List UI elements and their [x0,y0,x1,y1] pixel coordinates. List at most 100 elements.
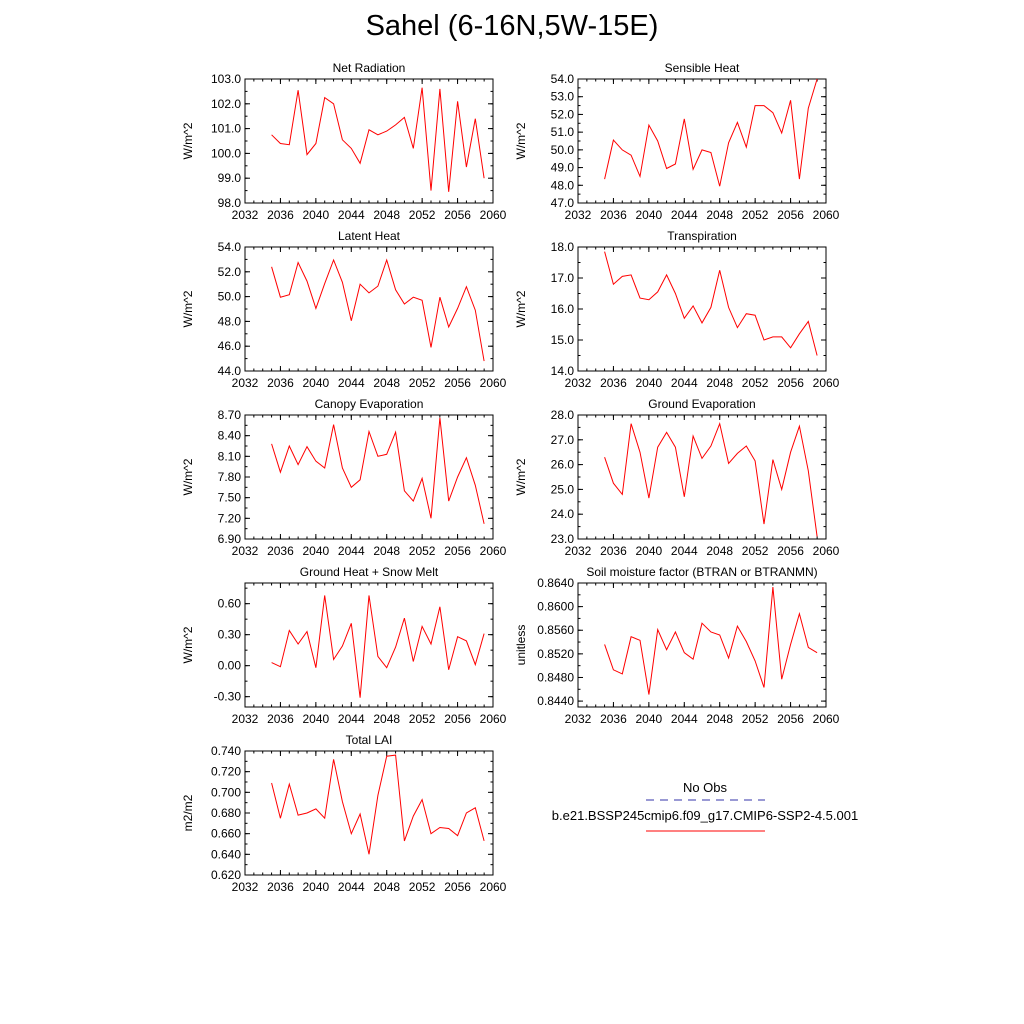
panel-soil-moisture-factor-btran-or-btranmn: Soil moisture factor (BTRAN or BTRANMN) u… [514,565,840,726]
x-tick-label: 2044 [338,208,365,222]
y-tick-label: 0.8640 [537,576,574,590]
x-tick-label: 2036 [600,376,627,390]
x-tick-label: 2036 [600,544,627,558]
x-tick-label: 2040 [303,376,330,390]
y-tick-label: 49.0 [551,161,575,175]
x-tick-label: 2036 [600,712,627,726]
x-tick-label: 2052 [409,880,436,894]
y-tick-label: 7.50 [218,491,242,505]
y-axis-label: W/m^2 [514,458,528,495]
series-line-sensible-heat [604,78,818,187]
y-tick-label: 0.700 [211,785,241,799]
y-tick-label: 17.0 [551,271,575,285]
y-tick-label: 52.0 [551,107,575,121]
x-tick-label: 2056 [777,208,804,222]
x-tick-label: 2040 [636,376,663,390]
x-tick-label: 2048 [373,880,400,894]
x-tick-label: 2032 [232,544,259,558]
x-tick-label: 2040 [303,712,330,726]
x-tick-label: 2044 [671,544,698,558]
plot-frame [577,246,827,372]
y-tick-label: 48.0 [218,314,242,328]
y-tick-label: 18.0 [551,240,575,254]
x-tick-label: 2044 [671,208,698,222]
x-tick-label: 2032 [232,208,259,222]
x-tick-label: 2040 [636,712,663,726]
y-tick-label: 0.8560 [537,623,574,637]
x-tick-label: 2060 [480,880,507,894]
y-tick-label: 48.0 [551,178,575,192]
x-tick-label: 2048 [373,712,400,726]
panel-title: Canopy Evaporation [315,397,424,411]
x-tick-label: 2036 [600,208,627,222]
y-tick-label: 0.660 [211,827,241,841]
x-tick-label: 2056 [444,208,471,222]
panel-title: Soil moisture factor (BTRAN or BTRANMN) [586,565,817,579]
x-tick-label: 2052 [409,544,436,558]
panel-ground-heat-snow-melt: Ground Heat + Snow Melt W/m^2 2032 2036 2040… [181,565,507,726]
x-tick-label: 2040 [303,544,330,558]
panel-title: Transpiration [667,229,737,243]
y-axis-label: unitless [514,625,528,666]
y-tick-label: 0.30 [218,628,242,642]
panel-title: Ground Evaporation [648,397,755,411]
series-line-net-radiation [271,87,485,192]
x-tick-label: 2044 [338,544,365,558]
y-tick-label: 52.0 [218,265,242,279]
x-tick-label: 2036 [267,544,294,558]
x-tick-label: 2032 [565,544,592,558]
x-tick-label: 2048 [373,376,400,390]
x-tick-label: 2052 [742,712,769,726]
panel-net-radiation: Net Radiation W/m^2 2032 2036 2040 2044 2048 20… [181,61,507,222]
panel-title: Net Radiation [333,61,406,75]
y-tick-label: 0.740 [211,744,241,758]
y-tick-label: 0.8600 [537,600,574,614]
panel-latent-heat: Latent Heat W/m^2 2032 2036 2040 2044 2048 2052… [181,229,507,390]
y-tick-label: 8.40 [218,429,242,443]
plot-frame [244,78,494,204]
panel-title: Ground Heat + Snow Melt [300,565,439,579]
x-tick-label: 2036 [267,880,294,894]
x-tick-label: 2044 [671,712,698,726]
plot-frame [577,78,827,204]
y-tick-label: 44.0 [218,364,242,378]
x-tick-label: 2040 [303,880,330,894]
x-tick-label: 2052 [409,376,436,390]
panel-total-lai: Total LAI m2/m2 2032 2036 2040 2044 2048 2052 20… [181,733,507,894]
y-tick-label: 26.0 [551,458,575,472]
x-tick-label: 2056 [777,376,804,390]
y-tick-label: 8.70 [218,408,242,422]
series-line-total-lai [271,754,485,855]
panel-title: Latent Heat [338,229,401,243]
y-tick-label: 102.0 [211,97,241,111]
series-line-ground-heat-snow-melt [271,595,485,698]
legend-label-model-run: b.e21.BSSP245cmip6.f09_g17.CMIP6-SSP2-4.… [552,808,858,823]
x-tick-label: 2052 [742,208,769,222]
y-tick-label: 23.0 [551,532,575,546]
x-tick-label: 2060 [813,712,840,726]
x-tick-label: 2060 [480,712,507,726]
x-tick-label: 2052 [742,376,769,390]
y-tick-label: 0.8480 [537,670,574,684]
x-tick-label: 2056 [444,376,471,390]
x-tick-label: 2036 [267,208,294,222]
plot-frame [577,414,827,540]
y-axis-label: W/m^2 [514,290,528,327]
x-tick-label: 2032 [232,712,259,726]
x-tick-label: 2044 [338,712,365,726]
legend: No Obs b.e21.BSSP245cmip6.f09_g17.CMIP6-… [552,780,858,832]
series-line-canopy-evaporation [271,417,485,524]
y-tick-label: 50.0 [218,290,242,304]
panel-title: Total LAI [346,733,393,747]
y-axis-label: W/m^2 [181,290,195,327]
x-tick-label: 2036 [267,376,294,390]
y-tick-label: 50.0 [551,143,575,157]
series-line-soil-moisture-factor-btran-or-btranmn [604,587,818,695]
x-tick-label: 2060 [813,208,840,222]
y-axis-label: W/m^2 [181,626,195,663]
x-tick-label: 2060 [813,376,840,390]
x-tick-label: 2060 [480,376,507,390]
x-tick-label: 2060 [480,544,507,558]
panel-transpiration: Transpiration W/m^2 2032 2036 2040 2044 2048 20… [514,229,840,390]
y-tick-label: 54.0 [551,72,575,86]
